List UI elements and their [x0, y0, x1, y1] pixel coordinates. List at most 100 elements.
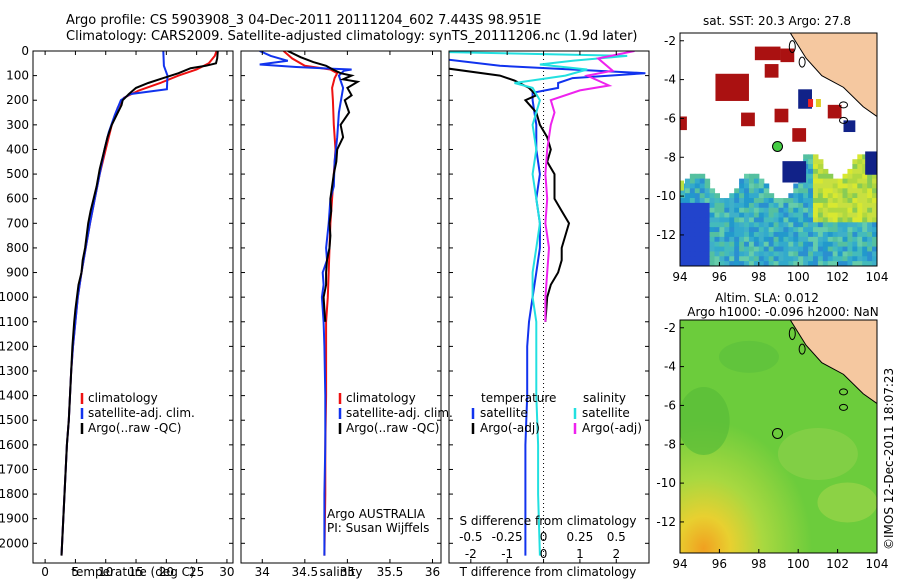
sst-cell — [798, 217, 804, 223]
sst-cell — [753, 236, 760, 243]
sst-cell — [689, 183, 696, 189]
sst-cell — [872, 222, 877, 228]
sst-cell — [788, 246, 794, 253]
sst-cell — [744, 212, 750, 219]
sst-cell — [763, 207, 770, 214]
sst-cell — [758, 256, 765, 262]
legend-label: climatology — [88, 391, 158, 405]
legend-label: satellite-adj. clim. — [88, 406, 195, 420]
series-line-argoadj — [449, 67, 571, 322]
sst-cell — [852, 222, 858, 228]
sst-cell — [783, 251, 789, 257]
sst-cell — [684, 246, 691, 253]
sst-warm-cell — [792, 128, 807, 142]
sst-cell — [744, 222, 750, 228]
temperature-axis-label: temperature (deg C) — [71, 565, 194, 579]
sst-cell — [788, 207, 794, 214]
lat-tick-label: -12 — [656, 515, 676, 529]
lon-tick-label: 96 — [712, 270, 727, 284]
sst-cell — [803, 193, 809, 199]
sst-cell — [847, 168, 853, 175]
sst-cell — [808, 217, 814, 223]
sst-cell — [773, 261, 780, 266]
sst-cell — [734, 251, 740, 257]
sst-cell — [788, 236, 794, 243]
sst-cell — [872, 207, 877, 214]
depth-tick-label: 0 — [21, 44, 29, 58]
sst-cell — [724, 222, 730, 228]
sst-cell — [689, 202, 696, 209]
sst-cell — [812, 261, 819, 266]
sst-cell — [704, 236, 711, 243]
sst-cell — [827, 173, 834, 180]
sst-cell — [694, 198, 701, 204]
sst-cell — [847, 251, 853, 257]
legend-label: Argo(..raw -QC) — [346, 421, 439, 435]
sst-cell — [822, 222, 829, 228]
sst-cell — [857, 198, 863, 204]
sst-cell — [768, 227, 775, 233]
sst-cell — [783, 217, 789, 223]
sst-cell — [847, 241, 853, 248]
sst-cell — [724, 207, 730, 214]
sst-cell — [734, 227, 740, 233]
sst-cell — [808, 159, 814, 165]
sst-cell — [808, 164, 814, 170]
sst-cell — [852, 217, 858, 223]
sst-cell — [734, 198, 740, 204]
sst-cell — [694, 222, 701, 228]
sst-cell — [872, 232, 877, 238]
sst-cell — [842, 256, 849, 262]
sst-cell — [812, 236, 819, 243]
sst-cell — [694, 232, 701, 238]
sst-cell — [748, 217, 755, 223]
series-line-argorawqc — [287, 51, 361, 322]
sst-cell — [763, 198, 770, 204]
sst-cell — [753, 227, 760, 233]
sst-cell — [773, 212, 780, 219]
sst-cell — [827, 227, 834, 233]
sst-cell — [842, 188, 849, 194]
sst-cell — [763, 212, 770, 219]
sst-cell — [822, 198, 829, 204]
sst-cell — [867, 246, 873, 253]
sst-cell — [739, 212, 745, 219]
lon-tick-label: 94 — [672, 557, 687, 571]
tdiff-tick-label: 0 — [540, 547, 548, 561]
sdiff-tick-label: -0.5 — [459, 530, 482, 544]
sst-cell — [793, 241, 799, 248]
sst-cell — [822, 202, 829, 209]
sst-cell — [808, 241, 814, 248]
sst-cell — [812, 217, 819, 223]
sst-cell — [748, 212, 755, 219]
sst-cell — [729, 217, 735, 223]
sst-cell — [758, 236, 765, 243]
sla-patch — [777, 427, 858, 480]
legend-label: Argo(-adj) — [480, 421, 540, 435]
sst-cell — [709, 212, 716, 219]
sst-cell — [867, 212, 873, 219]
sst-cell — [704, 178, 711, 185]
sst-cell — [793, 212, 799, 219]
sst-cell — [748, 246, 755, 253]
sst-cell — [842, 207, 849, 214]
sst-cell — [852, 183, 858, 189]
sst-cell — [812, 183, 819, 189]
lon-tick-label: 102 — [826, 270, 849, 284]
sst-cell — [778, 212, 785, 219]
sst-map-content — [680, 33, 877, 266]
sst-cell — [867, 188, 873, 194]
sst-cell — [773, 198, 780, 204]
sst-cell — [773, 241, 780, 248]
sst-cell — [837, 178, 844, 185]
depth-tick-label: 900 — [6, 266, 29, 280]
salinity-tick-label: 35.5 — [377, 565, 404, 579]
sst-cell — [857, 183, 863, 189]
sst-cell — [793, 261, 799, 266]
lat-tick-label: -10 — [656, 189, 676, 203]
sst-cell — [783, 241, 789, 248]
sst-cell — [748, 188, 755, 194]
sst-cell — [793, 256, 799, 262]
sst-cell — [872, 256, 877, 262]
sst-cell — [778, 227, 785, 233]
